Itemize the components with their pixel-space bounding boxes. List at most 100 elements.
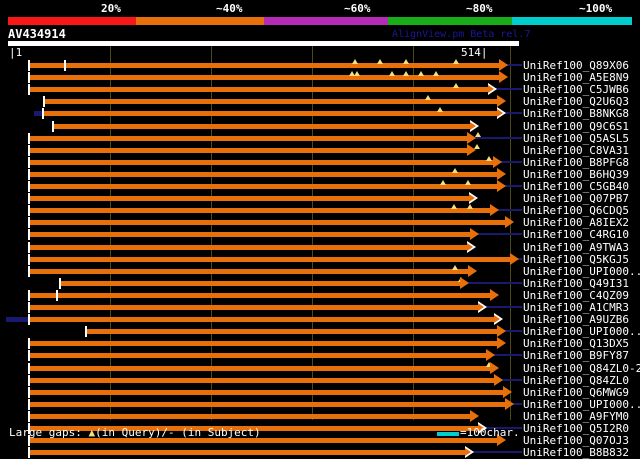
hsp-bar[interactable] bbox=[28, 232, 470, 238]
subject-hit-label[interactable]: UniRef100_Q13DX5 bbox=[523, 337, 629, 351]
alignment-row[interactable]: UniRef100_Q2U6Q3 bbox=[0, 95, 640, 108]
hsp-bar[interactable] bbox=[28, 292, 490, 298]
alignment-row[interactable]: UniRef100_B6HQ39 bbox=[0, 167, 640, 181]
subject-hit-label[interactable]: UniRef100_A5E8N9 bbox=[523, 71, 629, 85]
subject-hit-label[interactable]: UniRef100_C5JWB6 bbox=[523, 83, 629, 97]
subject-hit-label[interactable]: UniRef100_Q5I2R0 bbox=[523, 422, 629, 435]
alignment-row[interactable]: UniRef100_Q9C6S1 bbox=[0, 119, 640, 133]
subject-hit-label[interactable]: UniRef100_UPI000.. bbox=[523, 325, 640, 339]
subject-hit-label[interactable]: UniRef100_A9FYM0 bbox=[523, 409, 629, 423]
hsp-bar[interactable] bbox=[28, 268, 468, 274]
alignment-row[interactable]: UniRef100_C5GB40 bbox=[0, 180, 640, 193]
hsp-bar[interactable] bbox=[28, 147, 467, 153]
alignment-row[interactable]: UniRef100_Q5ASL5 bbox=[0, 131, 640, 145]
subject-hit-label[interactable]: UniRef100_Q07PB7 bbox=[523, 192, 629, 206]
hsp-bar[interactable] bbox=[28, 450, 465, 456]
subject-hit-label[interactable]: UniRef100_C8VA31 bbox=[523, 143, 629, 157]
subject-hit-label[interactable]: UniRef100_B8B832 bbox=[523, 446, 629, 459]
subject-hit-label[interactable]: UniRef100_A9TWA3 bbox=[523, 240, 629, 254]
subject-hit-label[interactable]: UniRef100_UPI000.. bbox=[523, 264, 640, 278]
alignment-row[interactable]: UniRef100_B9FY87 bbox=[0, 349, 640, 362]
alignment-row[interactable]: UniRef100_UPI000.. bbox=[0, 397, 640, 411]
alignment-row[interactable]: UniRef100_Q49I31 bbox=[0, 276, 640, 290]
hsp-bar[interactable] bbox=[28, 171, 497, 177]
hsp-bar[interactable] bbox=[28, 244, 467, 250]
hsp-bar[interactable] bbox=[42, 111, 497, 117]
hsp-bar[interactable] bbox=[28, 208, 490, 214]
hsp-bar[interactable] bbox=[28, 426, 478, 431]
hsp-bar[interactable] bbox=[28, 413, 470, 419]
hsp-bar[interactable] bbox=[28, 87, 488, 93]
alignment-row[interactable]: UniRef100_C5JWB6 bbox=[0, 83, 640, 96]
hsp-bar[interactable] bbox=[28, 184, 497, 189]
alignment-row[interactable]: UniRef100_UPI000.. bbox=[0, 264, 640, 278]
alignment-row[interactable]: UniRef100_A9TWA3 bbox=[0, 240, 640, 254]
alignment-row[interactable]: UniRef100_B8NKG8 bbox=[0, 107, 640, 120]
subject-hit-label[interactable]: UniRef100_Q89X06 bbox=[523, 59, 629, 72]
subject-hit-label[interactable]: UniRef100_Q84ZL0-2 bbox=[523, 361, 640, 375]
subject-hit-label[interactable]: UniRef100_C5GB40 bbox=[523, 180, 629, 193]
hsp-bar[interactable] bbox=[85, 329, 497, 335]
subject-hit-label[interactable]: UniRef100_B8NKG8 bbox=[523, 107, 629, 121]
hsp-bar[interactable] bbox=[28, 196, 469, 202]
subject-hit-label[interactable]: UniRef100_A1CMR3 bbox=[523, 301, 629, 314]
hsp-bar[interactable] bbox=[28, 135, 467, 141]
hsp-bar[interactable] bbox=[28, 75, 499, 81]
subject-hit-label[interactable]: UniRef100_Q5ASL5 bbox=[523, 131, 629, 145]
subject-hit-label[interactable]: UniRef100_Q6CDQ5 bbox=[523, 204, 629, 218]
subject-hit-label[interactable]: UniRef100_Q6MWG9 bbox=[523, 385, 629, 399]
alignment-row[interactable]: UniRef100_C4QZ09 bbox=[0, 288, 640, 302]
alignment-row[interactable]: UniRef100_B8PFG8 bbox=[0, 155, 640, 169]
alignment-row[interactable]: UniRef100_C4RG10 bbox=[0, 228, 640, 241]
alignment-row[interactable]: UniRef100_A9FYM0 bbox=[0, 409, 640, 423]
subject-hit-label[interactable]: UniRef100_C4RG10 bbox=[523, 228, 629, 242]
alignment-row[interactable]: UniRef100_Q5KGJ5 bbox=[0, 252, 640, 266]
alignment-row[interactable]: UniRef100_A5E8N9 bbox=[0, 71, 640, 84]
hsp-bar[interactable] bbox=[28, 317, 494, 323]
alignment-row[interactable]: UniRef100_Q07PB7 bbox=[0, 192, 640, 205]
hsp-bar[interactable] bbox=[28, 63, 499, 68]
hsp-bar[interactable] bbox=[28, 401, 505, 407]
alignment-row[interactable]: UniRef100_A8IEX2 bbox=[0, 216, 640, 229]
hsp-bar[interactable] bbox=[43, 99, 497, 105]
subject-hit-label[interactable]: UniRef100_Q84ZL0 bbox=[523, 373, 629, 387]
alignment-row[interactable]: UniRef100_A1CMR3 bbox=[0, 301, 640, 314]
hsp-bar[interactable] bbox=[28, 256, 510, 262]
subject-hit-label[interactable]: UniRef100_Q49I31 bbox=[523, 276, 629, 290]
subject-hit-label[interactable]: UniRef100_B8PFG8 bbox=[523, 155, 629, 169]
alignment-row[interactable]: UniRef100_Q6MWG9 bbox=[0, 385, 640, 399]
hsp-bar[interactable] bbox=[28, 377, 494, 383]
hsp-bar[interactable] bbox=[59, 280, 460, 286]
subject-hit-label[interactable]: UniRef100_Q9C6S1 bbox=[523, 119, 629, 133]
alignment-row[interactable]: UniRef100_Q84ZL0-2 bbox=[0, 361, 640, 375]
hsp-bar[interactable] bbox=[28, 353, 486, 359]
subject-hit-label[interactable]: UniRef100_C4QZ09 bbox=[523, 288, 629, 302]
hsp-bar[interactable] bbox=[28, 365, 490, 371]
hsp-bar[interactable] bbox=[28, 220, 505, 226]
subject-hit-label[interactable]: UniRef100_UPI000.. bbox=[523, 397, 640, 411]
alignment-row[interactable]: UniRef100_Q6CDQ5 bbox=[0, 204, 640, 217]
alignment-start-tick bbox=[28, 60, 30, 71]
alignment-row[interactable]: UniRef100_B8B832 bbox=[0, 446, 640, 459]
subject-hit-label[interactable]: UniRef100_A9UZB6 bbox=[523, 313, 629, 327]
alignment-row[interactable]: UniRef100_A9UZB6 bbox=[0, 313, 640, 326]
subject-hit-label[interactable]: UniRef100_Q2U6Q3 bbox=[523, 95, 629, 109]
alignment-start-tick bbox=[28, 168, 30, 180]
identity-segment-green bbox=[388, 17, 512, 25]
subject-hit-label[interactable]: UniRef100_B6HQ39 bbox=[523, 167, 629, 181]
alignment-row[interactable]: UniRef100_Q89X06 bbox=[0, 59, 640, 72]
hsp-bar[interactable] bbox=[28, 341, 497, 347]
hsp-bar[interactable] bbox=[28, 159, 493, 165]
hsp-bar[interactable] bbox=[52, 123, 470, 129]
alignment-row[interactable]: UniRef100_Q13DX5 bbox=[0, 337, 640, 350]
alignment-row[interactable]: UniRef100_UPI000.. bbox=[0, 325, 640, 338]
hsp-bar[interactable] bbox=[28, 305, 478, 310]
subject-hit-label[interactable]: UniRef100_A8IEX2 bbox=[523, 216, 629, 230]
subject-hit-label[interactable]: UniRef100_Q5KGJ5 bbox=[523, 252, 629, 266]
hsp-bar[interactable] bbox=[28, 438, 497, 444]
hsp-bar[interactable] bbox=[28, 389, 503, 395]
alignment-row[interactable]: UniRef100_C8VA31 bbox=[0, 143, 640, 157]
alignment-row[interactable]: UniRef100_Q5I2R0 bbox=[0, 422, 640, 435]
subject-hit-label[interactable]: UniRef100_B9FY87 bbox=[523, 349, 629, 363]
alignment-row[interactable]: UniRef100_Q84ZL0 bbox=[0, 373, 640, 387]
